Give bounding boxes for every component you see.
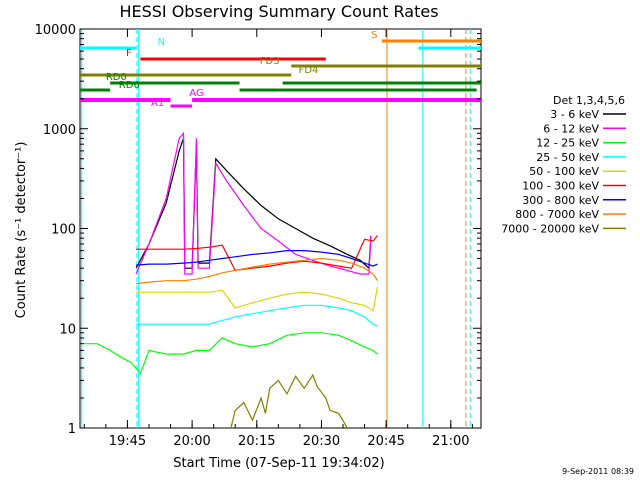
series-line-2: [84, 332, 378, 375]
series-line-1: [135, 131, 372, 275]
y-tick-label: 1: [68, 422, 76, 437]
flag-label-n: N: [158, 37, 165, 48]
flag-label-rd0: RD0: [106, 72, 127, 83]
series-line-3: [136, 304, 378, 327]
axis-ticks: 19:45 20:00 20:15 20:30 20:45 21:00 1 10 100 1000…: [35, 23, 481, 449]
y-tick-label: 100: [51, 223, 76, 238]
legend-label: 6 - 12 keV: [543, 122, 599, 135]
flag-label-fd3: FD3: [260, 56, 280, 67]
flag-label-f: F: [126, 48, 132, 59]
x-tick-label: 20:00: [173, 434, 210, 449]
x-axis-label: Start Time (07-Sep-11 19:34:02): [173, 456, 384, 471]
series-line-8: [230, 373, 348, 429]
series-line-4: [136, 286, 379, 312]
legend-label: 800 - 7000 keV: [515, 208, 599, 221]
flag-label-rd6: RD6: [119, 80, 140, 91]
series-line-7: [136, 257, 379, 285]
legend-label: 100 - 300 keV: [522, 180, 599, 193]
plot-frame: [79, 28, 482, 429]
flag-label-fd4: FD4: [299, 65, 319, 76]
series-lines: [84, 131, 379, 429]
x-tick-label: 20:30: [303, 434, 340, 449]
legend-label: 7000 - 20000 keV: [501, 222, 599, 235]
legend-label: 12 - 25 keV: [536, 137, 599, 150]
x-tick-label: 19:45: [109, 434, 146, 449]
legend-label: 25 - 50 keV: [536, 151, 599, 164]
x-tick-label: 21:00: [432, 434, 469, 449]
legend-label: 50 - 100 keV: [529, 165, 599, 178]
x-tick-label: 20:15: [238, 434, 275, 449]
flag-label-ag: AG: [189, 88, 203, 99]
flag-label-a1: A1: [151, 98, 164, 109]
footer-date: 9-Sep-2011 08:39: [562, 467, 634, 476]
x-tick-label: 20:45: [367, 434, 404, 449]
chart-title: HESSI Observing Summary Count Rates: [119, 2, 438, 21]
series-line-6: [136, 250, 378, 267]
legend-label: 3 - 6 keV: [550, 108, 599, 121]
flag-label-s: S: [371, 30, 377, 41]
y-tick-label: 10: [59, 322, 76, 337]
series-line-0: [135, 138, 372, 270]
legend-label: 300 - 800 keV: [522, 194, 599, 207]
y-tick-label: 10000: [35, 23, 76, 38]
y-tick-label: 1000: [43, 123, 76, 138]
series-line-5: [136, 235, 378, 272]
y-axis-label: Count Rate (s⁻¹ detector⁻¹): [14, 142, 29, 319]
legend-title: Det 1,3,4,5,6: [553, 94, 625, 107]
